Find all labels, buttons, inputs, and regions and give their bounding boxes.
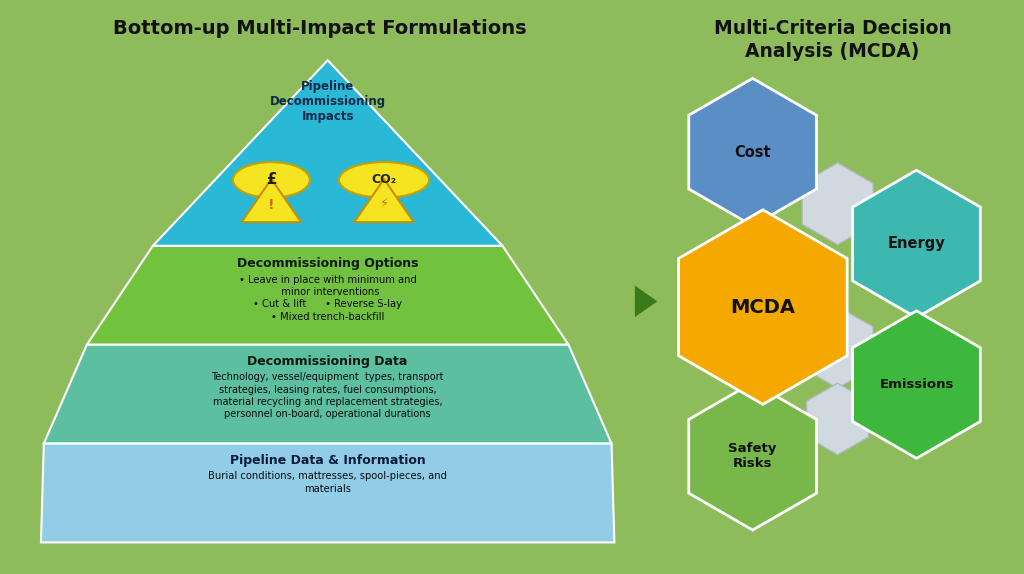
Polygon shape xyxy=(354,179,414,222)
Polygon shape xyxy=(44,345,611,444)
Text: • Leave in place with minimum and
  minor interventions
• Cut & lift      • Reve: • Leave in place with minimum and minor … xyxy=(239,274,417,322)
Text: Technology, vessel/equipment  types, transport
strategies, leasing rates, fuel c: Technology, vessel/equipment types, tran… xyxy=(211,373,444,420)
Text: MCDA: MCDA xyxy=(730,297,796,317)
Ellipse shape xyxy=(233,162,309,197)
Text: Cost: Cost xyxy=(734,145,771,160)
Polygon shape xyxy=(853,311,980,458)
Polygon shape xyxy=(635,286,657,317)
FancyBboxPatch shape xyxy=(633,0,1024,571)
Text: Multi-Criteria Decision
Analysis (MCDA): Multi-Criteria Decision Analysis (MCDA) xyxy=(714,19,951,61)
Polygon shape xyxy=(679,210,847,404)
Polygon shape xyxy=(153,60,503,246)
Polygon shape xyxy=(807,383,868,455)
Text: Emissions: Emissions xyxy=(880,378,953,391)
Polygon shape xyxy=(802,163,873,245)
Polygon shape xyxy=(87,246,568,345)
Text: Energy: Energy xyxy=(888,236,945,251)
Text: Decommissioning Data: Decommissioning Data xyxy=(248,355,408,368)
Polygon shape xyxy=(689,383,816,530)
Text: Decommissioning Options: Decommissioning Options xyxy=(237,257,419,270)
Polygon shape xyxy=(689,79,816,226)
Polygon shape xyxy=(802,307,873,388)
Text: ⚡: ⚡ xyxy=(380,197,388,210)
Polygon shape xyxy=(853,170,980,317)
Text: Burial conditions, mattresses, spool-pieces, and
materials: Burial conditions, mattresses, spool-pie… xyxy=(208,471,447,494)
Text: Pipeline
Decommissioning
Impacts: Pipeline Decommissioning Impacts xyxy=(269,80,386,123)
FancyBboxPatch shape xyxy=(0,0,645,571)
Text: Pipeline Data & Information: Pipeline Data & Information xyxy=(229,454,426,467)
Text: !: ! xyxy=(268,197,274,212)
Polygon shape xyxy=(41,444,614,542)
Text: Bottom-up Multi-Impact Formulations: Bottom-up Multi-Impact Formulations xyxy=(113,19,526,38)
Polygon shape xyxy=(242,179,301,222)
Text: CO₂: CO₂ xyxy=(372,173,396,187)
Ellipse shape xyxy=(339,162,429,197)
Text: £: £ xyxy=(266,172,276,187)
Text: Safety
Risks: Safety Risks xyxy=(728,443,777,470)
